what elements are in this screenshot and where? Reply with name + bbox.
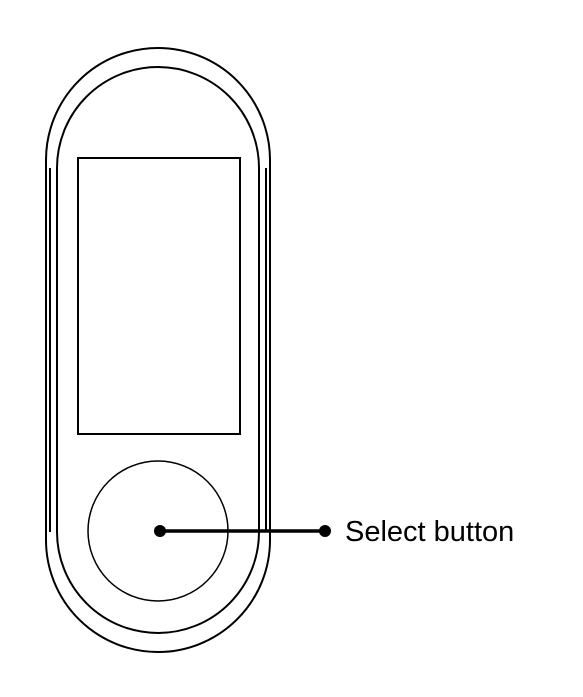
device-outer-outline [45, 47, 271, 653]
device-screen [77, 157, 241, 435]
callout-dot-end [319, 525, 331, 537]
device-body [45, 47, 271, 653]
device-inner-outline [56, 66, 260, 634]
callout: Select button [154, 516, 514, 548]
callout-label: Select button [345, 516, 514, 548]
callout-dot-start [154, 525, 166, 537]
